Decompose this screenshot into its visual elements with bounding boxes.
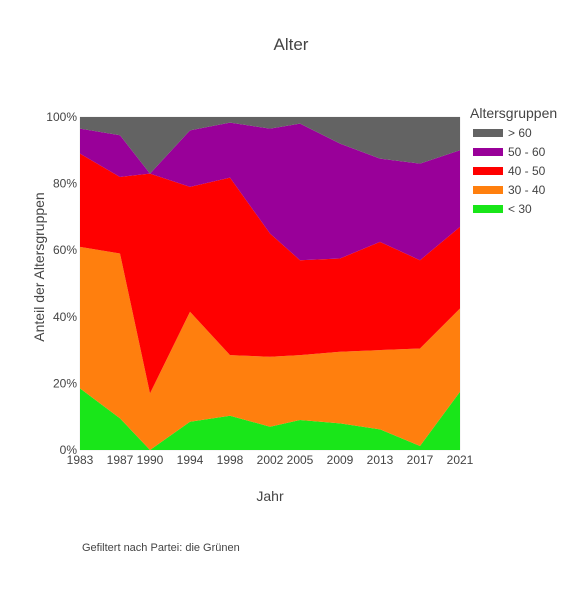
- y-tick-label: 100%: [46, 110, 77, 124]
- x-tick-label: 2013: [367, 453, 394, 467]
- legend-swatch: [473, 148, 503, 156]
- legend-label: > 60: [508, 126, 532, 140]
- legend-label: 30 - 40: [508, 183, 546, 197]
- x-axis-ticks: 1983 1987 1990 1994 1998 2002 2005 2009 2013 2017…: [67, 453, 474, 467]
- y-tick-label: 40%: [53, 310, 77, 324]
- chart-title: Alter: [274, 35, 309, 54]
- x-tick-label: 1983: [67, 453, 94, 467]
- y-tick-label: 60%: [53, 243, 77, 257]
- filter-note: Gefiltert nach Partei: die Grünen: [82, 542, 240, 554]
- x-tick-label: 1990: [137, 453, 164, 467]
- y-axis-title: Anteil der Altersgruppen: [31, 192, 47, 341]
- legend-swatch: [473, 167, 503, 175]
- legend-label: 50 - 60: [508, 145, 546, 159]
- y-tick-label: 0%: [60, 443, 78, 457]
- x-tick-label: 1987: [107, 453, 134, 467]
- x-tick-label: 2002: [257, 453, 284, 467]
- legend-swatch: [473, 205, 503, 213]
- x-tick-label: 2021: [447, 453, 474, 467]
- y-tick-label: 80%: [53, 177, 77, 191]
- area-30-40: [80, 246, 460, 450]
- x-tick-label: 2005: [287, 453, 314, 467]
- legend-label: 40 - 50: [508, 164, 546, 178]
- x-tick-label: 1998: [217, 453, 244, 467]
- legend: > 60 50 - 60 40 - 50 30 - 40 < 30: [473, 126, 546, 216]
- y-axis-ticks: 0% 20% 40% 60% 80% 100%: [46, 110, 77, 457]
- x-tick-label: 1994: [177, 453, 204, 467]
- x-tick-label: 2017: [407, 453, 434, 467]
- area-50-60: [80, 122, 460, 261]
- area-30: [80, 388, 460, 450]
- legend-label: < 30: [508, 202, 532, 216]
- x-axis-title: Jahr: [256, 488, 284, 504]
- legend-swatch: [473, 129, 503, 137]
- y-tick-label: 20%: [53, 376, 77, 390]
- area-60: [80, 117, 460, 174]
- x-tick-label: 2009: [327, 453, 354, 467]
- legend-title: Altersgruppen: [470, 105, 557, 121]
- area-series: [80, 117, 460, 450]
- legend-swatch: [473, 186, 503, 194]
- area-40-50: [80, 153, 460, 394]
